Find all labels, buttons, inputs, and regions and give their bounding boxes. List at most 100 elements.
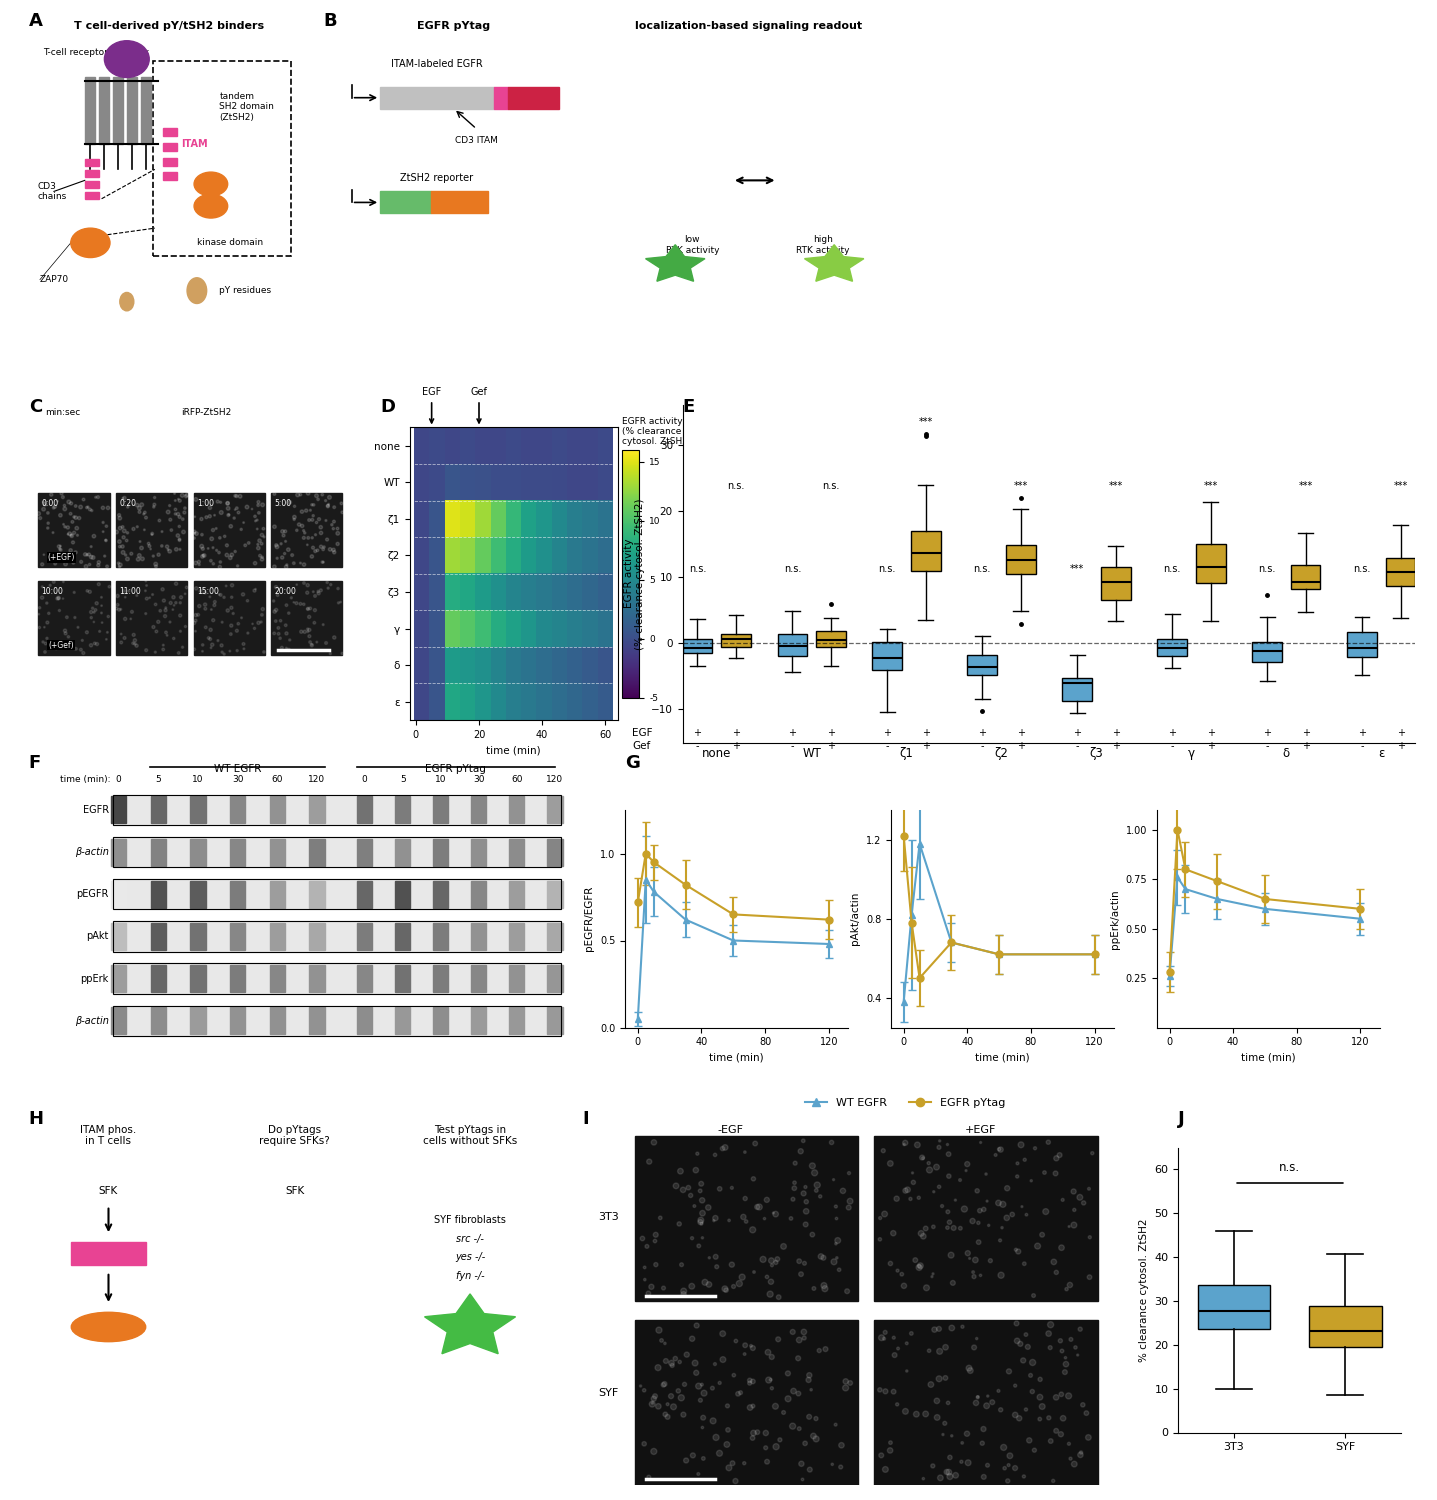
Text: -: - bbox=[790, 741, 795, 752]
Point bbox=[266, 584, 289, 608]
Point bbox=[1078, 1178, 1101, 1202]
Point bbox=[168, 526, 191, 550]
Point bbox=[121, 600, 144, 624]
Bar bbox=[230, 839, 246, 866]
Text: +: + bbox=[1112, 728, 1119, 738]
Point bbox=[262, 590, 285, 613]
Point bbox=[137, 531, 160, 555]
Point bbox=[264, 574, 287, 598]
Text: tandem
SH2 domain
(ZtSH2): tandem SH2 domain (ZtSH2) bbox=[220, 92, 274, 122]
Point bbox=[82, 610, 105, 634]
Point bbox=[287, 513, 310, 537]
Point bbox=[82, 600, 105, 624]
Point bbox=[244, 550, 267, 574]
Point bbox=[868, 1378, 891, 1402]
Point bbox=[908, 1254, 931, 1278]
Text: +: + bbox=[1017, 728, 1025, 738]
Bar bbox=[309, 922, 325, 950]
Bar bbox=[433, 1008, 448, 1035]
Point bbox=[218, 546, 241, 570]
Point bbox=[168, 537, 191, 561]
Point bbox=[43, 552, 66, 576]
Polygon shape bbox=[805, 244, 864, 282]
Bar bbox=[85, 78, 95, 144]
Point bbox=[190, 507, 213, 531]
Point bbox=[1036, 1130, 1059, 1154]
Point bbox=[319, 642, 342, 666]
Point bbox=[323, 626, 346, 650]
Text: Test pYtags in
cells without SFKs: Test pYtags in cells without SFKs bbox=[422, 1125, 517, 1146]
Text: +: + bbox=[1112, 741, 1119, 752]
Point bbox=[236, 495, 259, 519]
Point bbox=[767, 1328, 790, 1352]
Point bbox=[201, 552, 224, 576]
Point bbox=[741, 1370, 764, 1394]
Point bbox=[191, 544, 214, 568]
Point bbox=[310, 483, 333, 507]
Point bbox=[635, 1234, 658, 1258]
Bar bbox=[114, 78, 124, 144]
Bar bbox=[191, 1008, 205, 1035]
Point bbox=[200, 526, 223, 550]
Text: J: J bbox=[1178, 1110, 1186, 1128]
Point bbox=[306, 579, 329, 603]
Text: +: + bbox=[1263, 728, 1272, 738]
Point bbox=[312, 537, 335, 561]
Point bbox=[52, 570, 75, 594]
Point bbox=[108, 503, 131, 526]
Text: n.s.: n.s. bbox=[688, 564, 706, 574]
Point bbox=[302, 504, 325, 528]
Point bbox=[322, 516, 345, 540]
Point bbox=[1012, 1348, 1035, 1372]
Point bbox=[132, 503, 155, 526]
Point bbox=[236, 590, 259, 613]
Point bbox=[822, 1167, 845, 1191]
Point bbox=[772, 1234, 795, 1258]
Point bbox=[318, 486, 341, 510]
Point bbox=[905, 1402, 928, 1426]
Point bbox=[42, 520, 65, 544]
Point bbox=[887, 1258, 910, 1282]
Polygon shape bbox=[424, 1294, 516, 1353]
Point bbox=[747, 1196, 770, 1219]
Point bbox=[223, 506, 246, 530]
Point bbox=[151, 534, 174, 558]
Bar bbox=[111, 796, 126, 824]
Point bbox=[812, 1274, 835, 1298]
Point bbox=[969, 1131, 992, 1155]
Point bbox=[914, 1216, 937, 1240]
Bar bbox=[85, 170, 99, 177]
Point bbox=[795, 1200, 818, 1224]
Point bbox=[894, 1179, 917, 1203]
Point bbox=[1035, 1200, 1058, 1224]
Point bbox=[96, 621, 119, 645]
Point bbox=[141, 522, 164, 546]
Point bbox=[283, 495, 306, 519]
Point bbox=[151, 578, 174, 602]
Point bbox=[96, 604, 119, 628]
Point bbox=[296, 580, 319, 604]
Point bbox=[230, 518, 253, 542]
Point bbox=[316, 494, 339, 517]
Text: n.s.: n.s. bbox=[878, 564, 897, 574]
Point bbox=[987, 1378, 1010, 1402]
Point bbox=[283, 507, 306, 531]
Point bbox=[144, 592, 167, 616]
Point bbox=[208, 582, 231, 606]
Point bbox=[1078, 1264, 1101, 1288]
Point bbox=[306, 488, 329, 512]
Point bbox=[1059, 1274, 1082, 1298]
Point bbox=[759, 1282, 782, 1306]
Text: 10: 10 bbox=[435, 776, 447, 784]
PathPatch shape bbox=[911, 531, 941, 570]
Text: yes -/-: yes -/- bbox=[456, 1252, 486, 1262]
Bar bbox=[191, 880, 205, 908]
Point bbox=[270, 636, 293, 660]
Point bbox=[934, 1335, 957, 1359]
Point bbox=[688, 1210, 711, 1234]
Point bbox=[39, 573, 62, 597]
Point bbox=[966, 1384, 989, 1408]
Point bbox=[629, 1374, 652, 1398]
Point bbox=[251, 597, 274, 621]
Point bbox=[210, 633, 233, 657]
